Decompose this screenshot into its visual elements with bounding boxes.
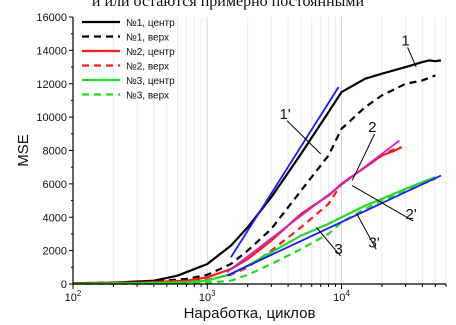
legend-label-4: №2, верх	[126, 62, 169, 73]
y-tick-label: 6000	[43, 179, 67, 191]
legend-label-2: №1, верх	[126, 33, 169, 44]
y-tick-label: 12000	[36, 79, 67, 91]
annotation-leader-2	[286, 120, 322, 155]
annotations: 1 1' 2 2' 3 3'	[279, 32, 416, 258]
series-line-2	[72, 74, 436, 285]
fit-lines	[226, 86, 442, 277]
x-axis-title: Наработка, циклов	[184, 305, 316, 322]
legend-label-5: №3, центр	[126, 76, 175, 87]
annotation-leader-3	[351, 133, 375, 181]
x-tick-label: 102	[65, 289, 82, 304]
x-tick-label: 104	[333, 289, 350, 304]
series-line-4	[72, 146, 402, 285]
y-tick-label: 14000	[36, 45, 67, 57]
y-tick-label: 10000	[36, 112, 67, 124]
legend-label-6: №3, верх	[126, 91, 169, 102]
annotation-leader-1	[407, 47, 417, 68]
grid	[72, 17, 447, 284]
series-line-1	[72, 59, 442, 285]
legend-label-1: №1, центр	[126, 18, 175, 29]
x-tick-label: 103	[199, 289, 216, 304]
y-axis-title: MSE	[15, 134, 32, 167]
annotation-label-4: 2'	[406, 206, 417, 223]
y-tick-label: 2000	[43, 246, 67, 258]
axes: 0 2000 4000 6000 8000 10000 12000 14000 16000 102…	[36, 12, 447, 304]
header-fragment: и или остаются примерно постоянными	[91, 0, 365, 10]
annotation-leader-5	[316, 226, 341, 257]
annotation-leader-6	[356, 213, 377, 250]
y-tick-label: 4000	[43, 212, 67, 224]
annotation-label-6: 3'	[369, 234, 380, 251]
annotation-label-2: 1'	[279, 106, 290, 123]
series-line-6	[72, 177, 436, 285]
legend-label-3: №2, центр	[126, 47, 175, 58]
fit-line-3	[226, 174, 442, 277]
y-tick-label: 8000	[43, 146, 67, 158]
series-line-3	[72, 146, 403, 285]
annotation-leader-4	[351, 185, 414, 222]
annotation-label-3: 2	[368, 119, 376, 136]
fit-line-2	[226, 139, 400, 274]
annotation-label-1: 1	[401, 32, 409, 49]
legend: №1, центр №1, верх №2, центр №2, верх №3, це…	[82, 18, 175, 102]
y-tick-label: 16000	[36, 12, 67, 24]
series-line-5	[72, 176, 436, 285]
fit-line-1	[230, 86, 340, 258]
annotation-label-5: 3	[334, 241, 342, 258]
y-tick-label: 0	[61, 279, 67, 291]
